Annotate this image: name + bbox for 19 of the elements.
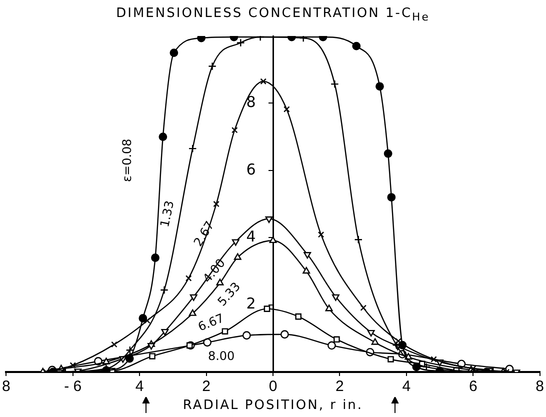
- text: 6.67: [196, 310, 226, 334]
- y-tick-label: 6: [246, 160, 256, 178]
- y-tick-label: 2: [246, 294, 256, 313]
- x-tick-label: 6: [468, 378, 478, 396]
- x-tick-label: 2: [202, 378, 210, 396]
- series-label: 8.00: [208, 349, 235, 364]
- x-tick-label: 8: [536, 378, 544, 396]
- text: ε=0.08: [120, 138, 134, 182]
- x-tick-label: - 6: [64, 378, 82, 396]
- x-tick-label: 4: [135, 378, 144, 396]
- x-tick-label: 2: [336, 378, 344, 396]
- text: 1.33: [157, 199, 177, 228]
- chart-title: DIMENSIONLESS CONCENTRATION 1-C$_{He}$: [115, 6, 431, 24]
- y-tick-label: 8: [246, 93, 256, 112]
- x-tick-label: 4: [402, 378, 411, 396]
- y-tick-label: 4: [246, 227, 256, 246]
- x-axis-title: RADIAL POSITION, r in.: [182, 398, 364, 413]
- x-tick-label: 0: [268, 378, 278, 396]
- x-tick-label: 8: [2, 378, 10, 396]
